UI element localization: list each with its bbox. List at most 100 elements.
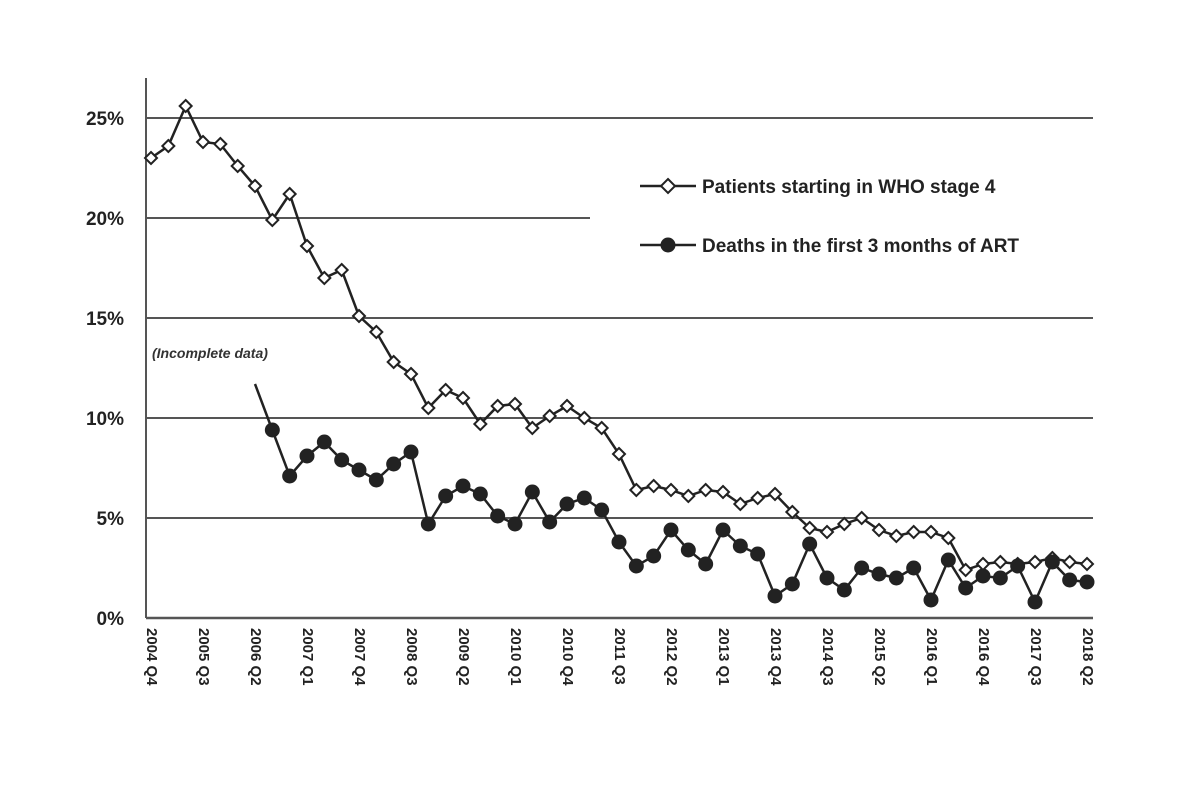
data-point [715,484,731,500]
data-point [386,354,402,370]
data-point [698,482,714,498]
data-point [836,516,852,532]
data-point [732,496,748,512]
x-tick-label: 2015 Q2 [871,628,888,686]
data-point [784,576,800,592]
data-point [715,522,731,538]
x-tick-label: 2013 Q1 [715,628,732,686]
data-point [230,158,246,174]
incomplete-data-note: (Incomplete data) [152,345,268,361]
x-tick-label: 2005 Q3 [195,628,212,686]
data-point [1062,572,1078,588]
x-tick-label: 2008 Q3 [403,628,420,686]
data-point [906,524,922,540]
data-point [958,580,974,596]
data-point [386,456,402,472]
x-tick-label: 2006 Q2 [247,628,264,686]
data-point [1010,558,1026,574]
data-point [819,524,835,540]
data-point [1044,554,1060,570]
data-point [1079,574,1095,590]
data-point [212,136,228,152]
data-point [351,308,367,324]
x-tick-label: 2014 Q3 [819,628,836,686]
y-tick-label: 15% [86,309,124,330]
data-point [923,524,939,540]
data-point [507,516,523,532]
grid-lines [146,117,1093,620]
data-point [282,468,298,484]
x-tick-label: 2016 Q1 [923,628,940,686]
data-point [334,452,350,468]
data-point [888,570,904,586]
y-tick-label: 25% [86,109,124,130]
data-point [368,472,384,488]
data-point [316,434,332,450]
data-point [923,592,939,608]
data-point [490,508,506,524]
legend-marker-stage4 [659,177,677,195]
data-point [663,522,679,538]
data-point [299,448,315,464]
x-tick-label: 2007 Q1 [299,628,316,686]
data-point [403,366,419,382]
series-1 [253,383,1095,610]
data-point [455,390,471,406]
data-point [958,562,974,578]
data-point [559,496,575,512]
data-point [802,536,818,552]
data-point [940,552,956,568]
data-point [975,568,991,584]
data-point [594,502,610,518]
data-point [195,134,211,150]
data-point [767,486,783,502]
data-point [403,444,419,460]
data-point [992,570,1008,586]
data-point [368,324,384,340]
y-tick-label: 20% [86,209,124,230]
y-tick-label: 5% [97,509,125,530]
data-point [472,416,488,432]
x-tick-label: 2007 Q4 [351,628,368,686]
data-point [732,538,748,554]
data-point [472,486,488,502]
x-tick-label: 2016 Q4 [975,628,992,686]
legend-label-deaths: Deaths in the first 3 months of ART [702,236,1019,257]
data-point [750,546,766,562]
data-point [646,548,662,564]
data-point [906,560,922,576]
data-point [836,582,852,598]
data-point [247,178,263,194]
data-point [871,566,887,582]
x-tick-label: 2010 Q4 [559,628,576,686]
data-point [611,534,627,550]
series-line-0 [150,102,1088,572]
data-point [1062,554,1078,570]
data-point [420,400,436,416]
data-point [524,484,540,500]
data-point [680,542,696,558]
data-point [420,516,436,532]
x-tick-label: 2011 Q3 [611,628,628,685]
data-point [611,446,627,462]
data-point [1027,554,1043,570]
data-point [940,530,956,546]
data-point [490,398,506,414]
data-point [750,490,766,506]
data-point [1027,594,1043,610]
x-tick-label: 2012 Q2 [663,628,680,686]
data-point [992,554,1008,570]
data-point [438,382,454,398]
data-point [455,478,471,494]
data-point [975,556,991,572]
y-tick-labels: 0% 5% 10% 15% 20% 25% [86,109,124,630]
data-point [680,488,696,504]
data-point [576,490,592,506]
data-point [646,478,662,494]
data-point [507,396,523,412]
data-point [316,270,332,286]
data-point [143,150,159,166]
x-tick-label: 2017 Q3 [1027,628,1044,686]
data-point [542,514,558,530]
x-tick-label: 2018 Q2 [1079,628,1096,686]
